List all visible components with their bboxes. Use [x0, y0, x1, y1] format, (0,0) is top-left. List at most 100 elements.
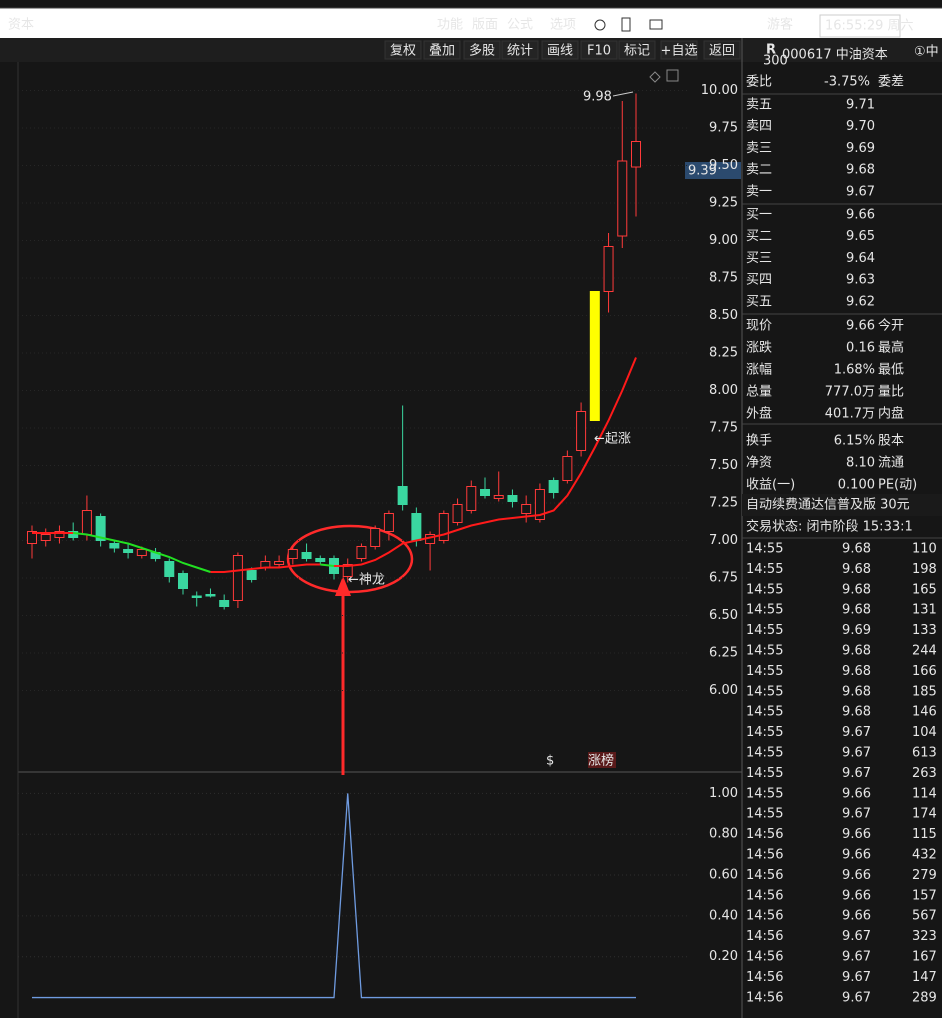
- candle-body: [315, 558, 326, 562]
- y-tick-label: 9.00: [709, 233, 738, 248]
- indicator-line: [32, 793, 636, 999]
- candle-body: [356, 546, 367, 559]
- trade-price: 9.66: [842, 848, 871, 863]
- trade-price: 9.68: [842, 644, 871, 659]
- ask-label: 卖三: [746, 141, 772, 156]
- y-tick-label: 7.25: [709, 496, 738, 511]
- y-tick-label: 6.50: [709, 608, 738, 623]
- menu-item[interactable]: 选项: [550, 18, 576, 33]
- candle-body: [370, 528, 381, 547]
- trade-volume: 157: [912, 888, 937, 903]
- ad-bg: [742, 494, 942, 516]
- trade-volume: 432: [912, 848, 937, 863]
- annotation: 涨榜: [588, 753, 614, 769]
- trade-price: 9.66: [842, 868, 871, 883]
- icon[interactable]: [594, 19, 606, 31]
- candle-body: [438, 513, 449, 541]
- toolbar-button[interactable]: +自选: [661, 44, 698, 59]
- stat-label: 涨幅: [746, 363, 772, 378]
- stat-value: 0.16: [846, 341, 875, 356]
- candle-body: [548, 480, 559, 493]
- toolbar-button[interactable]: 叠加: [429, 44, 455, 59]
- candle-body: [534, 489, 545, 520]
- y-tick-label: 0.60: [709, 868, 738, 883]
- moving-average: [334, 357, 637, 567]
- y-tick-label: 6.00: [709, 683, 738, 698]
- trade-volume: 165: [912, 582, 937, 597]
- arrow-head: [335, 576, 351, 596]
- y-tick-label: 1.00: [709, 786, 738, 801]
- trade-price: 9.68: [842, 664, 871, 679]
- toolbar-button[interactable]: 统计: [507, 44, 533, 59]
- ad[interactable]: 自动续费通达信普及版 30元: [746, 498, 910, 513]
- badge: R: [766, 43, 776, 58]
- toolbar-button-bg: [618, 40, 656, 60]
- candle-body: [562, 456, 573, 481]
- annotation: 9.98: [583, 90, 612, 105]
- value: -3.75%: [824, 75, 870, 90]
- bid-price: 9.63: [846, 273, 875, 288]
- candle-body: [109, 543, 120, 549]
- candle-body: [232, 555, 243, 601]
- trade-price: 9.69: [842, 623, 871, 638]
- toolbar-button[interactable]: 返回: [709, 44, 735, 59]
- icon[interactable]: [649, 19, 663, 30]
- candle-body: [136, 549, 147, 556]
- user: 游客: [767, 17, 793, 33]
- ask-price: 9.67: [846, 184, 875, 199]
- stat-label: 今开: [878, 318, 904, 334]
- moving-average: [320, 563, 335, 567]
- trade-price: 9.68: [842, 542, 871, 557]
- candle-body: [219, 600, 230, 607]
- candle-body: [576, 411, 587, 451]
- trade-price: 9.67: [842, 970, 871, 985]
- trade-price: 9.68: [842, 582, 871, 597]
- toolbar-button[interactable]: 复权: [390, 43, 416, 59]
- candle-body: [27, 531, 37, 544]
- icon[interactable]: [621, 17, 631, 32]
- ask-label: 卖四: [746, 119, 772, 134]
- icon[interactable]: [649, 71, 661, 83]
- trade-time: 14:56: [746, 848, 783, 863]
- toolbar-button[interactable]: 多股: [469, 43, 495, 59]
- stat-value: 9.66: [846, 319, 875, 334]
- trade-volume: 567: [912, 909, 937, 924]
- candle-body: [274, 561, 285, 565]
- trade-price: 9.67: [842, 746, 871, 761]
- trade-time: 14:55: [746, 766, 783, 781]
- trade-volume: 198: [912, 562, 937, 577]
- icon[interactable]: [666, 69, 679, 82]
- toolbar-button[interactable]: 画线: [547, 44, 573, 59]
- trade-time: 14:55: [746, 644, 783, 659]
- trade-volume: 244: [912, 644, 937, 659]
- stat-value: 0.100: [838, 478, 875, 493]
- trade-price: 9.68: [842, 562, 871, 577]
- trade-price: 9.67: [842, 725, 871, 740]
- stat-label: 最低: [878, 363, 904, 378]
- trade-time: 14:55: [746, 746, 783, 761]
- ask-label: 卖五: [746, 98, 772, 113]
- menu-item[interactable]: 公式: [507, 18, 533, 33]
- stat-label: PE(动): [878, 478, 917, 493]
- trade-price: 9.67: [842, 929, 871, 944]
- trade-time: 14:55: [746, 623, 783, 638]
- candle-body: [342, 564, 353, 577]
- stat-label: 内盘: [878, 406, 904, 422]
- y-tick-label: 8.50: [709, 308, 738, 323]
- candle-body: [493, 495, 504, 499]
- menu-item[interactable]: 版面: [472, 18, 498, 33]
- trade-volume: 279: [912, 868, 937, 883]
- toolbar-button[interactable]: 标记: [624, 44, 650, 59]
- candle-body: [191, 595, 202, 598]
- candle-body: [81, 510, 92, 535]
- stat-label: 收益(一): [746, 478, 795, 493]
- toolbar-button-bg: [580, 40, 618, 60]
- top-bar: [0, 8, 942, 38]
- menu-item[interactable]: 功能: [437, 18, 463, 33]
- trade-time: 14:55: [746, 725, 783, 740]
- annotation-arrow: [612, 91, 634, 97]
- toolbar-button[interactable]: F10: [587, 44, 611, 59]
